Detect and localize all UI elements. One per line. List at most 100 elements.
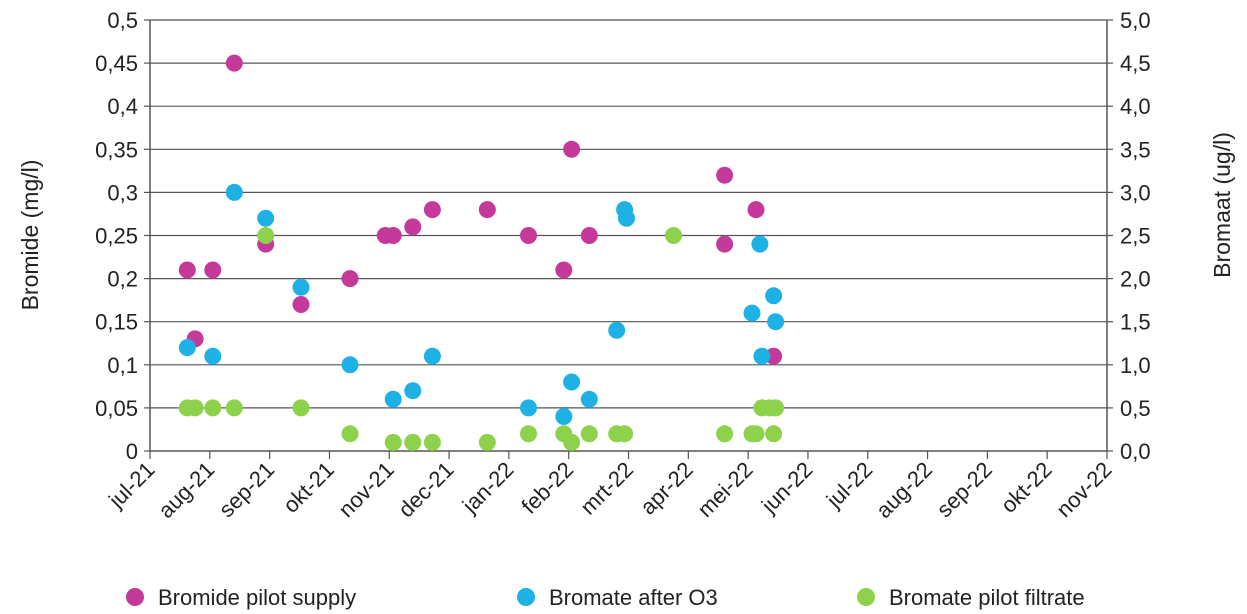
y-right-tick-label: 4,5 [1120, 51, 1151, 76]
y-left-tick-label: 0,3 [107, 180, 138, 205]
y-right-tick-label: 2,0 [1120, 267, 1151, 292]
y-axis-right-title: Bromaat (ug/l) [1209, 132, 1235, 278]
y-right-tick-label: 0,5 [1120, 396, 1151, 421]
point-bromate-after-o3 [257, 209, 275, 227]
point-bromate-pilot-filtrate [404, 433, 422, 451]
x-tick-label: jun-22 [756, 457, 818, 519]
point-bromate-after-o3 [751, 235, 769, 253]
point-bromate-after-o3 [292, 278, 310, 296]
legend-marker-bromate-after-o3 [517, 588, 535, 606]
x-tick-label: dec-21 [393, 457, 458, 522]
point-bromate-after-o3 [520, 399, 537, 417]
point-bromate-after-o3 [404, 382, 422, 400]
point-bromate-after-o3 [753, 347, 771, 365]
point-bromate-after-o3 [765, 287, 783, 305]
x-tick-label: sep-22 [932, 457, 997, 522]
point-bromate-pilot-filtrate [716, 425, 734, 443]
point-bromate-after-o3 [618, 209, 635, 227]
point-bromate-after-o3 [204, 347, 222, 365]
point-bromide-pilot-supply [580, 227, 598, 244]
point-bromate-pilot-filtrate [520, 425, 537, 443]
point-bromide-pilot-supply [765, 347, 783, 365]
x-tick-label: jul-22 [821, 457, 877, 513]
y-left-tick-label: 0 [126, 439, 138, 464]
point-bromate-after-o3 [423, 347, 441, 365]
x-tick-labels: jul-21aug-21sep-21okt-21nov-21dec-21jan-… [103, 457, 1116, 523]
point-bromate-after-o3 [608, 321, 626, 339]
point-bromide-pilot-supply [423, 201, 441, 219]
y-right-tick-label: 3,5 [1120, 137, 1151, 162]
legend-item-bromate-pilot-filtrate: Bromate pilot filtrate [857, 585, 1085, 610]
point-bromate-after-o3 [341, 356, 359, 374]
point-bromate-pilot-filtrate [204, 399, 222, 417]
point-bromate-pilot-filtrate [765, 425, 783, 443]
data-points [178, 54, 785, 451]
x-tick-label: aug-21 [153, 457, 219, 523]
point-bromide-pilot-supply [716, 166, 734, 184]
point-bromate-pilot-filtrate [665, 227, 683, 244]
point-bromate-pilot-filtrate [257, 227, 275, 244]
y-left-tick-label: 0,25 [95, 224, 138, 249]
point-bromide-pilot-supply [178, 261, 196, 279]
grid-lines [144, 19, 1113, 459]
point-bromide-pilot-supply [341, 270, 359, 288]
point-bromate-after-o3 [384, 390, 402, 408]
point-bromate-pilot-filtrate [292, 399, 310, 417]
point-bromide-pilot-supply [384, 227, 402, 244]
point-bromate-pilot-filtrate [478, 433, 496, 451]
x-tick-label: jul-21 [103, 457, 159, 513]
legend-label-bromide-pilot-supply: Bromide pilot supply [158, 585, 356, 610]
legend-label-bromate-pilot-filtrate: Bromate pilot filtrate [889, 585, 1085, 610]
y-left-tick-label: 0,5 [107, 8, 138, 33]
point-bromide-pilot-supply [225, 54, 243, 72]
legend-item-bromate-after-o3: Bromate after O3 [517, 585, 718, 610]
point-bromide-pilot-supply [404, 218, 422, 236]
point-bromate-pilot-filtrate [186, 399, 204, 417]
y-left-tick-label: 0,05 [95, 396, 138, 421]
y-right-tick-label: 2,5 [1120, 224, 1151, 249]
point-bromate-pilot-filtrate [563, 433, 581, 451]
point-bromate-after-o3 [580, 390, 598, 408]
legend-item-bromide-pilot-supply: Bromide pilot supply [126, 585, 356, 610]
point-bromate-pilot-filtrate [580, 425, 598, 443]
y-right-tick-label: 1,0 [1120, 353, 1151, 378]
point-bromate-after-o3 [767, 313, 785, 331]
x-tick-label: feb-22 [516, 457, 578, 519]
y-left-tick-label: 0,2 [107, 267, 138, 292]
point-bromide-pilot-supply [520, 227, 537, 244]
y-axis-left-title: Bromide (mg/l) [17, 160, 43, 311]
y-right-tick-label: 3,0 [1120, 180, 1151, 205]
y-left-tick-label: 0,35 [95, 137, 138, 162]
point-bromate-pilot-filtrate [616, 425, 634, 443]
y-left-tick-label: 0,4 [107, 94, 138, 119]
point-bromate-after-o3 [178, 339, 196, 357]
point-bromide-pilot-supply [478, 201, 496, 219]
x-tick-label: sep-21 [214, 457, 279, 522]
point-bromide-pilot-supply [563, 140, 581, 158]
point-bromide-pilot-supply [204, 261, 222, 279]
axes [149, 20, 1108, 451]
point-bromate-pilot-filtrate [747, 425, 765, 443]
point-bromate-after-o3 [743, 304, 761, 322]
point-bromate-pilot-filtrate [767, 399, 785, 417]
point-bromate-after-o3 [225, 183, 243, 201]
x-tick-label: nov-22 [1051, 457, 1116, 522]
x-tick-label: jan-22 [457, 457, 519, 519]
y-right-tick-label: 5,0 [1120, 8, 1151, 33]
point-bromate-pilot-filtrate [384, 433, 402, 451]
y-right-tick-label: 4,0 [1120, 94, 1151, 119]
legend-label-bromate-after-o3: Bromate after O3 [549, 585, 718, 610]
x-tick-label: okt-21 [278, 457, 339, 518]
legend: Bromide pilot supply Bromate after O3 Br… [126, 585, 1085, 610]
y-left-tick-labels: 0 0,05 0,1 0,15 0,2 0,25 0,3 0,35 0,4 0,45 0,5 [95, 8, 138, 464]
legend-marker-bromide-pilot-supply [126, 588, 144, 606]
x-tick-label: nov-21 [334, 457, 399, 522]
point-bromide-pilot-supply [555, 261, 573, 279]
y-left-tick-label: 0,1 [107, 353, 138, 378]
point-bromate-after-o3 [555, 408, 573, 425]
x-tick-label: aug-22 [871, 457, 937, 523]
x-tick-label: apr-22 [635, 457, 698, 520]
point-bromate-pilot-filtrate [423, 433, 441, 451]
y-right-tick-labels: 0,0 0,5 1,0 1,5 2,0 2,5 3,0 3,5 4,0 4,5 5,0 [1120, 8, 1151, 464]
